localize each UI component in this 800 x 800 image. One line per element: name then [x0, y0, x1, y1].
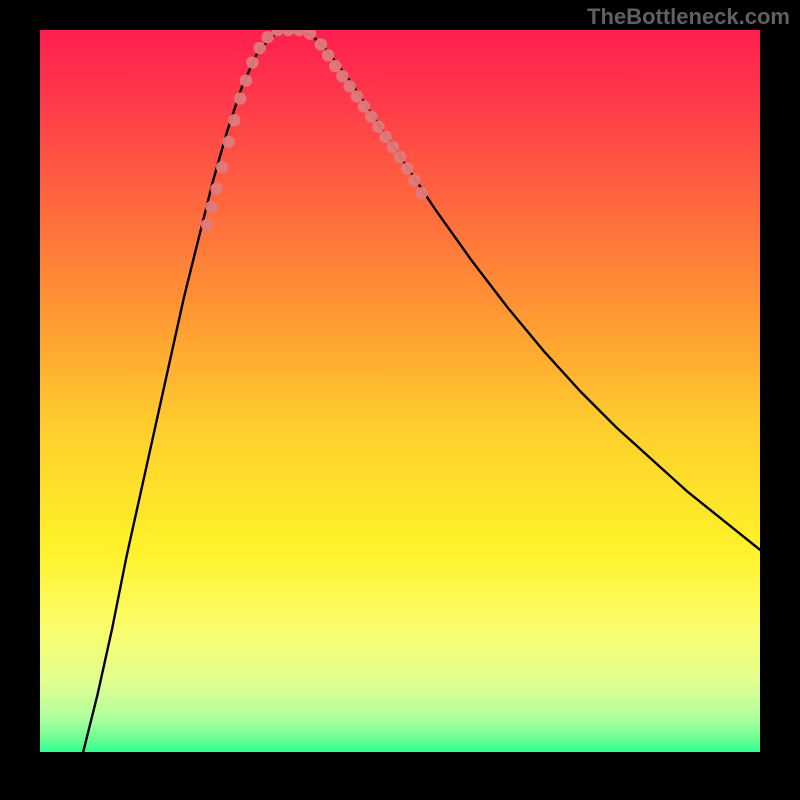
frame-right: [760, 0, 800, 800]
frame-left: [0, 0, 40, 800]
data-marker: [329, 60, 341, 72]
data-marker: [222, 136, 234, 148]
watermark-text: TheBottleneck.com: [587, 4, 790, 30]
data-marker: [387, 141, 399, 153]
plot-svg: [40, 30, 760, 752]
data-marker: [343, 80, 355, 92]
data-marker: [228, 114, 240, 126]
data-marker: [358, 100, 370, 112]
data-marker: [322, 49, 334, 61]
data-marker: [216, 161, 228, 173]
data-marker: [408, 174, 420, 186]
data-marker: [201, 219, 213, 231]
data-marker: [261, 31, 273, 43]
data-marker: [415, 187, 427, 199]
data-marker: [351, 90, 363, 102]
data-marker: [315, 38, 327, 50]
data-marker: [240, 74, 252, 86]
data-marker: [210, 183, 222, 195]
data-marker: [234, 92, 246, 104]
data-marker: [205, 201, 217, 213]
data-marker: [253, 42, 265, 54]
data-marker: [336, 70, 348, 82]
data-marker: [246, 56, 258, 68]
gradient-background: [40, 30, 760, 752]
plot-area: [40, 30, 760, 752]
data-marker: [401, 162, 413, 174]
data-marker: [394, 151, 406, 163]
data-marker: [379, 131, 391, 143]
data-marker: [372, 121, 384, 133]
data-marker: [365, 110, 377, 122]
frame-bottom: [0, 752, 800, 800]
